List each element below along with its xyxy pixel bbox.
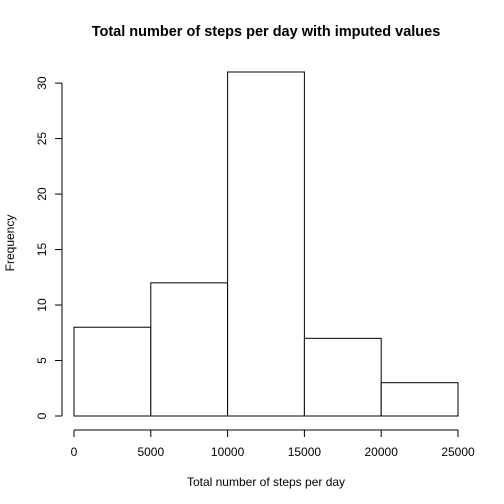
x-tick-label: 0 [71, 445, 78, 459]
y-axis: 0 5 10 15 20 25 30 [35, 76, 63, 419]
x-axis: 0 5000 10000 15000 20000 25000 [71, 429, 475, 459]
x-tick-label: 20000 [365, 445, 399, 459]
x-tick-label: 25000 [441, 445, 475, 459]
y-tick-label: 5 [35, 357, 49, 364]
x-tick-label: 10000 [211, 445, 245, 459]
x-tick-label: 15000 [288, 445, 322, 459]
bars-group [73, 71, 459, 417]
y-axis-label: Frequency [3, 215, 17, 272]
histogram-bar-0 [73, 326, 152, 417]
y-tick-label: 25 [35, 132, 49, 146]
x-axis-label: Total number of steps per day [187, 475, 345, 489]
y-tick-label: 20 [35, 187, 49, 201]
chart-title: Total number of steps per day with imput… [92, 24, 441, 40]
y-tick-label: 30 [35, 76, 49, 90]
histogram-bar-1 [150, 282, 229, 417]
histogram-bar-4 [380, 382, 459, 417]
x-tick-label: 5000 [137, 445, 164, 459]
histogram-bar-2 [227, 71, 305, 417]
y-tick-label: 15 [35, 243, 49, 257]
histogram-bar-3 [303, 337, 382, 417]
y-tick-label: 10 [35, 298, 49, 312]
y-tick-label: 0 [35, 412, 49, 419]
